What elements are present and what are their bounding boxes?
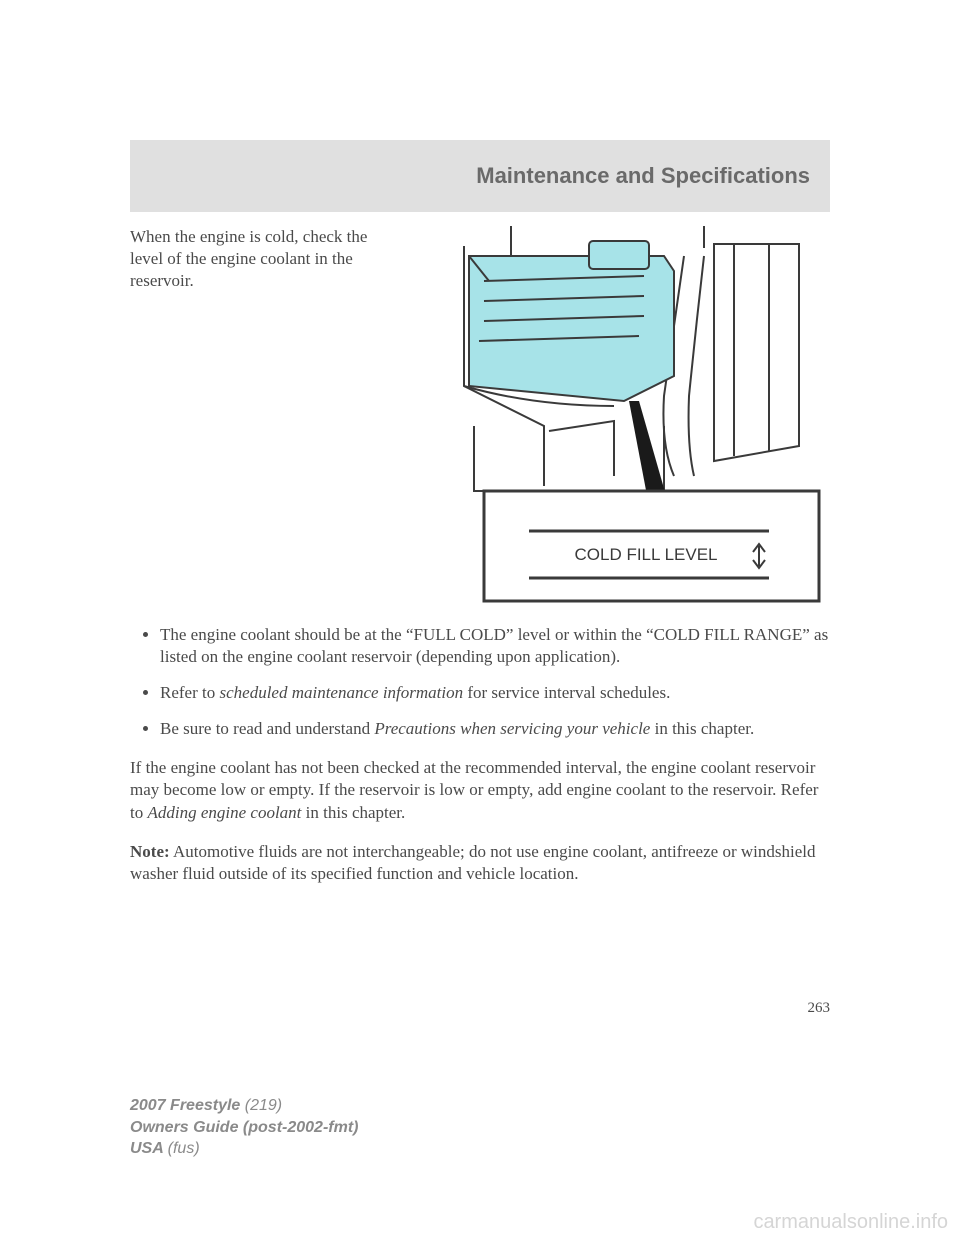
note-label: Note: (130, 842, 170, 861)
bullet-item: Refer to scheduled maintenance informati… (160, 682, 830, 704)
footer-line-3: USA (fus) (130, 1138, 358, 1160)
footer-region: USA (130, 1140, 168, 1157)
bullet-item: Be sure to read and understand Precautio… (160, 718, 830, 740)
bullet-em: scheduled maintenance information (219, 683, 463, 702)
bullet-text: Be sure to read and understand (160, 719, 374, 738)
watermark: carmanualsonline.info (753, 1211, 948, 1234)
bullet-text: Refer to (160, 683, 219, 702)
page-number: 263 (808, 1000, 831, 1017)
footer-code: (219) (245, 1097, 282, 1114)
footer-line-2: Owners Guide (post-2002-fmt) (130, 1117, 358, 1139)
bullet-text: for service interval schedules. (463, 683, 670, 702)
bullet-text: The engine coolant should be at the “FUL… (160, 625, 828, 666)
bullet-em: Precautions when servicing your vehicle (374, 719, 650, 738)
footer: 2007 Freestyle (219) Owners Guide (post-… (130, 1095, 358, 1160)
page-content: When the engine is cold, check the level… (130, 226, 830, 899)
footer-model: 2007 Freestyle (130, 1097, 245, 1114)
para-em: Adding engine coolant (147, 803, 301, 822)
manual-page: Maintenance and Specifications When the … (0, 0, 960, 1242)
bullet-list: The engine coolant should be at the “FUL… (130, 624, 830, 740)
note-paragraph: Note: Automotive fluids are not intercha… (130, 841, 830, 885)
section-header: Maintenance and Specifications (130, 140, 830, 212)
footer-region-code: (fus) (168, 1140, 200, 1157)
bullet-item: The engine coolant should be at the “FUL… (160, 624, 830, 668)
footer-line-1: 2007 Freestyle (219) (130, 1095, 358, 1117)
intro-text: When the engine is cold, check the level… (130, 226, 400, 606)
section-title: Maintenance and Specifications (476, 163, 810, 189)
intro-row: When the engine is cold, check the level… (130, 226, 830, 606)
para-post: in this chapter. (301, 803, 405, 822)
bullet-text: in this chapter. (650, 719, 754, 738)
diagram-label: COLD FILL LEVEL (575, 545, 718, 564)
paragraph: If the engine coolant has not been check… (130, 757, 830, 823)
diagram-svg: COLD FILL LEVEL (414, 226, 824, 606)
note-text: Automotive fluids are not interchangeabl… (130, 842, 815, 883)
coolant-diagram: COLD FILL LEVEL (414, 226, 824, 606)
